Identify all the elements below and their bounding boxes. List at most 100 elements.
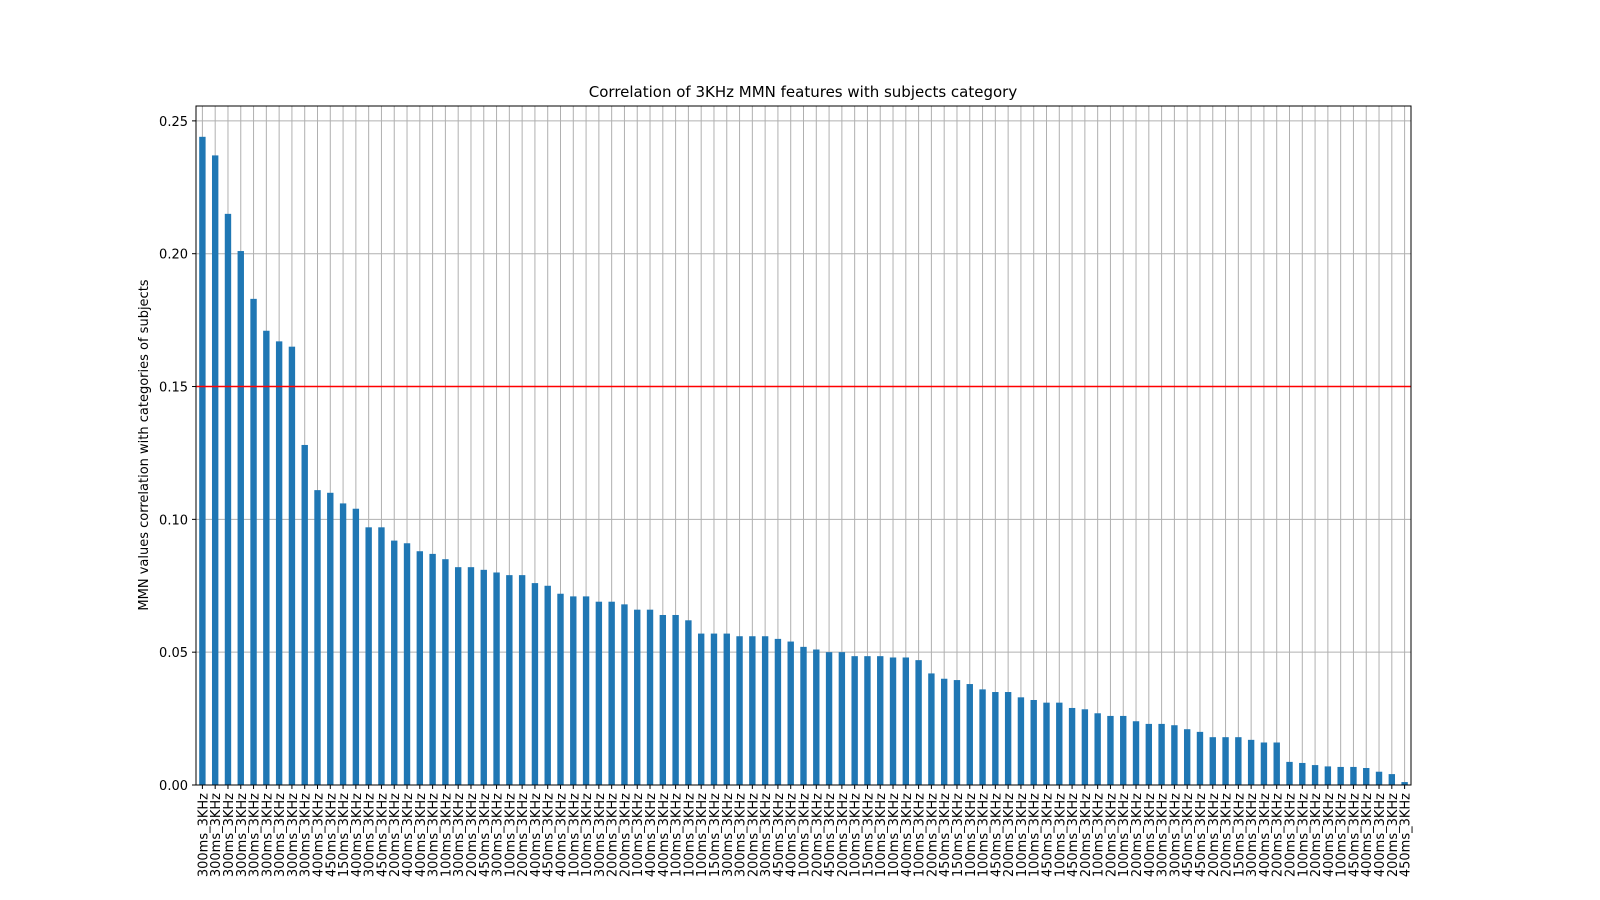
bar — [608, 601, 615, 785]
x-tick-label: 400ms_3KHz — [555, 793, 570, 877]
bar — [314, 490, 321, 785]
x-tick-label: 100ms_3KHz — [670, 793, 685, 877]
bar — [442, 559, 449, 785]
bar — [1222, 737, 1229, 785]
x-tick-label: 300ms_3KHz — [248, 793, 263, 877]
bar — [697, 633, 705, 785]
x-tick-label: 300ms_3KHz — [196, 793, 211, 877]
x-tick-label: 100ms_3KHz — [1015, 793, 1030, 877]
x-tick-label: 400ms_3KHz — [644, 793, 659, 877]
x-tick-label: 300ms_3KHz — [222, 793, 237, 877]
x-tick-label: 200ms_3KHz — [388, 793, 403, 877]
x-tick-label: 100ms_3KHz — [682, 793, 697, 877]
x-tick-label: 300ms_3KHz — [491, 793, 506, 877]
x-tick-label: 450ms_3KHz — [542, 793, 557, 877]
x-tick-label: 200ms_3KHz — [516, 793, 531, 877]
bar — [224, 213, 232, 785]
bar — [275, 341, 283, 785]
bar — [851, 656, 858, 785]
bar — [1132, 721, 1140, 785]
x-tick-label: 200ms_3KHz — [1271, 793, 1286, 877]
x-tick-label: 150ms_3KHz — [708, 793, 723, 877]
bar — [992, 692, 999, 785]
x-tick-label: 100ms_3KHz — [964, 793, 979, 877]
bar — [365, 527, 372, 785]
x-tick-label: 100ms_3KHz — [631, 793, 646, 877]
bar — [288, 346, 296, 785]
bar — [966, 684, 973, 785]
bar — [327, 492, 334, 785]
bar — [570, 596, 577, 785]
x-tick-label: 450ms_3KHz — [478, 793, 493, 877]
x-tick-label: 300ms_3KHz — [759, 793, 774, 877]
x-tick-label: 100ms_3KHz — [567, 793, 582, 877]
bar — [1056, 702, 1063, 785]
bar — [659, 614, 667, 785]
bar — [940, 678, 948, 785]
x-tick-label: 400ms_3KHz — [414, 793, 429, 877]
chart-title: Correlation of 3KHz MMN features with su… — [589, 83, 1018, 101]
x-tick-label: 100ms_3KHz — [1117, 793, 1132, 877]
bar — [761, 636, 769, 785]
x-tick-label: 150ms_3KHz — [951, 793, 966, 877]
x-tick-label: 100ms_3KHz — [1296, 793, 1311, 877]
x-tick-label: 450ms_3KHz — [1194, 793, 1209, 877]
x-tick-label: 100ms_3KHz — [1335, 793, 1350, 877]
bar — [621, 604, 628, 785]
x-tick-label: 450ms_3KHz — [823, 793, 838, 877]
bar — [1094, 713, 1101, 785]
x-tick-label: 200ms_3KHz — [1309, 793, 1324, 877]
x-tick-label: 200ms_3KHz — [1002, 793, 1017, 877]
y-tick-label: 0.10 — [159, 513, 188, 528]
x-tick-label: 200ms_3KHz — [1104, 793, 1119, 877]
x-tick-label: 300ms_3KHz — [734, 793, 749, 877]
bar — [1363, 767, 1370, 785]
x-tick-label: 150ms_3KHz — [337, 793, 352, 877]
bar — [1247, 739, 1255, 785]
x-tick-label: 150ms_3KHz — [861, 793, 876, 877]
y-tick-label: 0.20 — [159, 248, 188, 263]
bar — [1299, 762, 1306, 785]
bar — [710, 633, 718, 785]
x-tick-label: 450ms_3KHz — [1347, 793, 1362, 877]
x-tick-label: 450ms_3KHz — [989, 793, 1004, 877]
x-tick-label: 200ms_3KHz — [1386, 793, 1401, 877]
x-tick-label: 100ms_3KHz — [849, 793, 864, 877]
x-tick-label: 300ms_3KHz — [235, 793, 250, 877]
x-tick-label: 200ms_3KHz — [1284, 793, 1299, 877]
bar — [902, 657, 910, 785]
x-tick-label: 300ms_3KHz — [452, 793, 467, 877]
bar — [1183, 729, 1191, 785]
x-tick-label: 100ms_3KHz — [887, 793, 902, 877]
x-tick-label: 400ms_3KHz — [529, 793, 544, 877]
bar — [646, 609, 654, 785]
bar — [889, 657, 897, 785]
x-tick-label: 100ms_3KHz — [977, 793, 992, 877]
bar — [199, 136, 206, 786]
x-tick-label: 400ms_3KHz — [312, 793, 327, 877]
x-tick-label: 100ms_3KHz — [1092, 793, 1107, 877]
bar — [493, 572, 500, 785]
bar — [838, 652, 846, 785]
bar — [480, 569, 487, 785]
x-tick-label: 300ms_3KHz — [427, 793, 442, 877]
bar — [1337, 766, 1344, 785]
x-tick-label: 450ms_3KHz — [1041, 793, 1056, 877]
bar — [1401, 782, 1408, 785]
bar — [1286, 761, 1293, 785]
x-tick-label: 400ms_3KHz — [1258, 793, 1273, 877]
bar — [1273, 742, 1280, 785]
x-tick-label: 400ms_3KHz — [785, 793, 800, 877]
x-tick-label: 150ms_3KHz — [1232, 793, 1247, 877]
bar — [1171, 725, 1178, 785]
bar — [301, 444, 308, 785]
bar — [339, 503, 347, 785]
bar — [1158, 723, 1165, 785]
x-tick-label: 300ms_3KHz — [721, 793, 736, 877]
x-tick-label: 200ms_3KHz — [1130, 793, 1145, 877]
bar — [544, 585, 551, 785]
bar — [672, 614, 679, 785]
x-tick-label: 450ms_3KHz — [772, 793, 787, 877]
x-tick-label: 100ms_3KHz — [1028, 793, 1043, 877]
bar — [953, 680, 961, 785]
